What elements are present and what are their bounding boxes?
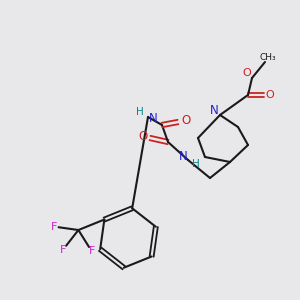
Text: F: F [60, 245, 66, 255]
Text: N: N [178, 151, 188, 164]
Text: O: O [266, 90, 274, 100]
Text: F: F [88, 246, 95, 256]
Text: F: F [50, 221, 57, 232]
Text: O: O [243, 68, 251, 78]
Text: N: N [210, 104, 218, 118]
Text: CH₃: CH₃ [260, 53, 276, 62]
Text: O: O [138, 130, 148, 143]
Text: O: O [182, 115, 190, 128]
Text: H: H [192, 159, 200, 169]
Text: H: H [136, 107, 144, 117]
Text: N: N [148, 112, 158, 125]
